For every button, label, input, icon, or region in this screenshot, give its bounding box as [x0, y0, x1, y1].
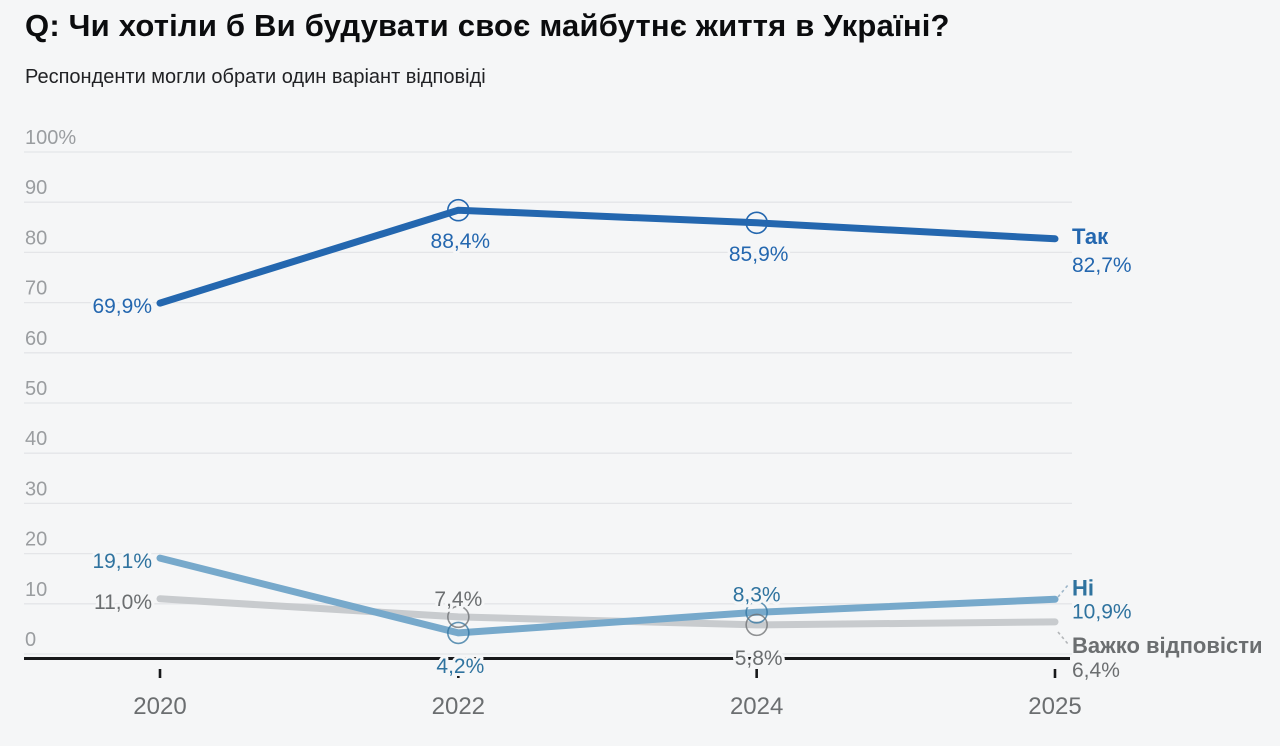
x-axis-tick-label: 2020 [133, 693, 186, 720]
point-marker-2-2 [745, 613, 768, 637]
series-line-1 [156, 554, 1059, 637]
label-connector-ni [1057, 584, 1069, 598]
x-axis-tick-label: 2024 [730, 693, 783, 720]
point-marker-0-1 [447, 198, 470, 222]
label-connector-vazhko [1057, 631, 1069, 645]
y-axis-tick-label: 50 [25, 378, 47, 400]
series-name-label-2: Важко відповісти [1072, 633, 1263, 658]
series-name-label-0: Так [1072, 224, 1109, 249]
x-axis-tick-label: 2022 [432, 693, 485, 720]
point-label-2-2: 5,8% [735, 647, 783, 670]
point-label-1-2: 8,3% [733, 583, 781, 606]
point-marker-1-1 [447, 621, 470, 645]
y-axis-tick-label: 80 [25, 227, 47, 249]
page-subtitle: Респонденти могли обрати один варіант ві… [25, 66, 486, 88]
y-axis-tick-label: 70 [25, 278, 47, 300]
y-axis-tick-label: 30 [25, 478, 47, 500]
point-label-0-1: 88,4% [431, 230, 491, 253]
point-marker-0-2 [745, 211, 768, 235]
point-label-1-0: 19,1% [92, 550, 152, 573]
y-axis-tick-label: 10 [25, 579, 47, 601]
y-axis-tick-label: 60 [25, 328, 47, 350]
point-label-1-1: 4,2% [436, 655, 484, 678]
series-end-value-2: 6,4% [1072, 659, 1120, 682]
page-title: Q: Чи хотіли б Ви будувати своє майбутнє… [25, 8, 950, 43]
series-end-value-0: 82,7% [1072, 254, 1132, 277]
x-axis-tick-label: 2025 [1028, 693, 1081, 720]
y-axis-tick-label: 20 [25, 529, 47, 551]
point-label-2-0: 11,0% [94, 591, 152, 614]
series-line-0 [156, 206, 1059, 307]
point-label-0-0: 69,9% [92, 295, 152, 318]
point-marker-1-2 [745, 601, 768, 624]
series-end-value-1: 10,9% [1072, 600, 1132, 623]
y-axis-tick-label: 0 [25, 629, 36, 651]
chart-header: Q: Чи хотіли б Ви будувати своє майбутнє… [25, 8, 1255, 89]
point-label-2-1: 7,4% [434, 588, 482, 611]
y-axis-tick-label: 90 [25, 177, 47, 199]
y-axis-tick-label: 100% [25, 127, 76, 149]
point-marker-2-1 [447, 605, 470, 629]
y-axis-tick-label: 40 [25, 428, 47, 450]
point-label-0-2: 85,9% [729, 243, 789, 266]
series-name-label-1: Ні [1072, 575, 1094, 600]
